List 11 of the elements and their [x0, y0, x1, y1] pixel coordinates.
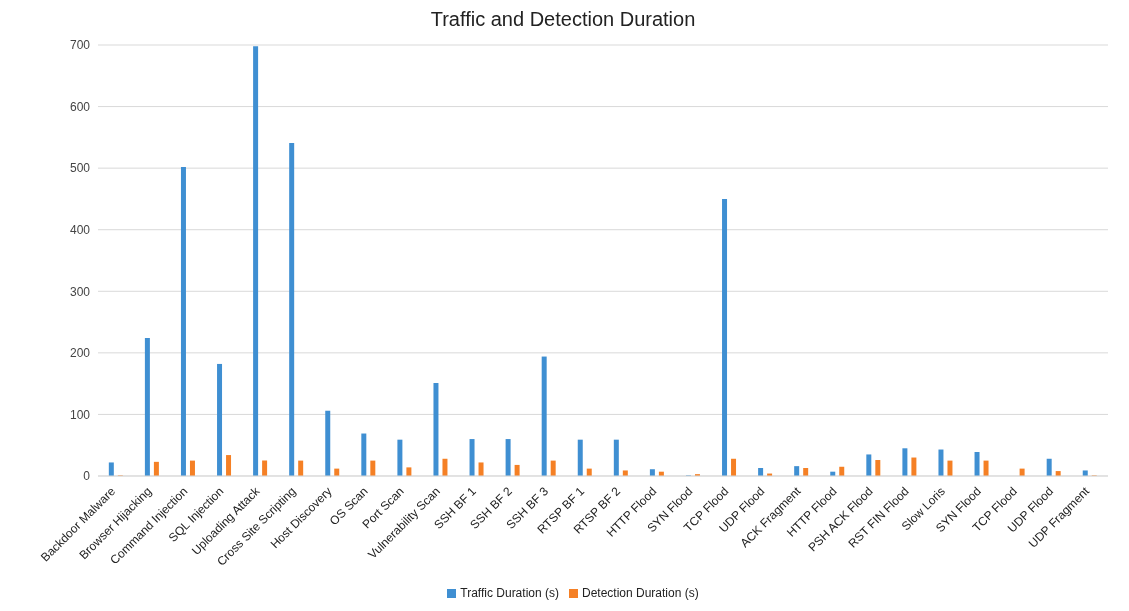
- y-tick-label: 300: [69, 284, 91, 299]
- y-tick-label: 100: [69, 407, 91, 422]
- y-tick-label: 600: [69, 99, 91, 114]
- y-tick-label: 500: [69, 161, 91, 176]
- y-tick-label: 700: [69, 38, 91, 53]
- y-tick-label: 400: [69, 222, 91, 237]
- y-tick-label: 0: [83, 469, 91, 484]
- chart-title: Traffic and Detection Duration: [429, 8, 697, 31]
- legend-label: Traffic Duration (s): [460, 586, 559, 600]
- y-tick-label: 200: [69, 346, 91, 361]
- legend-label: Detection Duration (s): [581, 586, 699, 600]
